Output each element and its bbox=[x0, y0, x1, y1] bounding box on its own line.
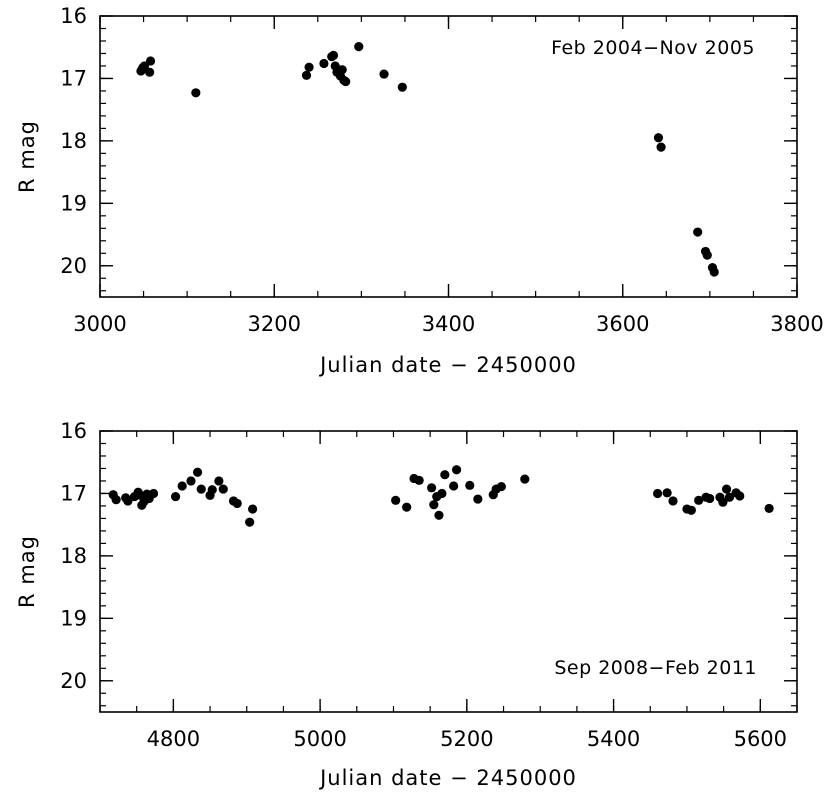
data-point bbox=[123, 496, 133, 506]
date-range-annotation: Feb 2004−Nov 2005 bbox=[551, 37, 755, 59]
data-point bbox=[668, 496, 678, 506]
data-point bbox=[341, 76, 351, 87]
data-point bbox=[427, 483, 437, 493]
data-point bbox=[414, 475, 424, 485]
data-point bbox=[145, 67, 155, 77]
x-tick-label: 3800 bbox=[770, 312, 823, 336]
data-point bbox=[379, 69, 389, 79]
x-tick-label: 5400 bbox=[587, 727, 640, 751]
y-tick-label: 19 bbox=[60, 191, 87, 215]
y-tick-label: 18 bbox=[60, 544, 87, 568]
x-axis-label: Julian date − 2450000 bbox=[318, 766, 577, 790]
data-point bbox=[248, 504, 258, 514]
y-tick-label: 17 bbox=[60, 481, 87, 505]
y-tick-label: 16 bbox=[60, 4, 87, 28]
data-point bbox=[192, 467, 203, 477]
data-point bbox=[735, 491, 745, 501]
data-point bbox=[186, 476, 196, 486]
data-point bbox=[724, 492, 735, 502]
data-point bbox=[354, 41, 364, 52]
data-point bbox=[304, 62, 314, 72]
data-point bbox=[319, 58, 329, 69]
x-tick-label: 3400 bbox=[422, 312, 475, 336]
y-tick-label: 20 bbox=[60, 669, 87, 693]
y-tick-label: 19 bbox=[60, 606, 87, 630]
bottom-panel: 4800 5000 5200 5400 5600 16 17 18 19 20 Sep 2008−… bbox=[15, 419, 798, 790]
data-point bbox=[245, 517, 255, 527]
data-point bbox=[111, 495, 121, 505]
data-point bbox=[653, 133, 664, 143]
plot-frame bbox=[99, 430, 798, 713]
data-point bbox=[145, 56, 156, 66]
data-point bbox=[451, 465, 462, 475]
y-axis-label: R mag bbox=[15, 535, 39, 608]
data-point bbox=[437, 488, 447, 499]
data-point bbox=[196, 484, 206, 494]
data-point bbox=[709, 267, 719, 277]
tick-labels: 3000 3200 3400 3600 3800 16 17 18 19 20 bbox=[60, 4, 823, 336]
data-point bbox=[207, 485, 217, 495]
y-tick-label: 18 bbox=[60, 129, 87, 153]
data-point bbox=[440, 470, 450, 480]
data-point bbox=[434, 510, 444, 520]
y-axis-label: R mag bbox=[15, 120, 39, 193]
x-tick-label: 3200 bbox=[248, 312, 301, 336]
y-tick-label: 17 bbox=[60, 66, 87, 90]
data-point bbox=[397, 82, 407, 92]
data-point bbox=[429, 500, 439, 510]
date-range-annotation: Sep 2008−Feb 2011 bbox=[554, 657, 757, 679]
data-point bbox=[449, 481, 459, 491]
major-ticks bbox=[99, 15, 798, 297]
data-point bbox=[702, 250, 712, 260]
x-tick-label: 5200 bbox=[440, 727, 493, 751]
data-point bbox=[139, 61, 150, 71]
major-ticks bbox=[100, 430, 797, 712]
data-points bbox=[136, 41, 719, 277]
x-tick-label: 3000 bbox=[73, 312, 126, 336]
data-point bbox=[337, 65, 347, 75]
data-point bbox=[764, 503, 774, 514]
y-tick-label: 20 bbox=[60, 254, 87, 278]
data-point bbox=[177, 481, 187, 491]
data-point bbox=[662, 488, 672, 498]
data-point bbox=[191, 88, 201, 98]
data-point bbox=[473, 494, 483, 504]
data-point bbox=[148, 488, 159, 499]
data-point bbox=[170, 491, 181, 502]
x-tick-label: 3600 bbox=[596, 312, 649, 336]
data-point bbox=[686, 505, 696, 515]
y-tick-label: 16 bbox=[60, 419, 87, 443]
x-tick-label: 5000 bbox=[293, 727, 346, 751]
data-point bbox=[218, 484, 228, 494]
top-panel: 3000 3200 3400 3600 3800 16 17 18 19 20 Feb 2004−… bbox=[15, 4, 824, 377]
data-point bbox=[694, 495, 704, 505]
data-point bbox=[693, 227, 703, 237]
x-tick-label: 5600 bbox=[734, 727, 787, 751]
x-tick-label: 4800 bbox=[147, 727, 200, 751]
data-point bbox=[301, 70, 312, 80]
data-point bbox=[465, 480, 475, 490]
data-point bbox=[496, 481, 506, 492]
data-point bbox=[232, 498, 242, 509]
data-point bbox=[656, 142, 666, 152]
data-point bbox=[402, 502, 412, 512]
data-point bbox=[214, 476, 224, 486]
data-point bbox=[721, 484, 732, 494]
data-point bbox=[328, 50, 339, 60]
x-axis-label: Julian date − 2450000 bbox=[318, 353, 577, 377]
data-points bbox=[108, 465, 774, 527]
data-point bbox=[718, 497, 728, 507]
tick-labels: 4800 5000 5200 5400 5600 16 17 18 19 20 bbox=[60, 419, 787, 751]
data-point bbox=[653, 488, 663, 499]
data-point bbox=[705, 493, 715, 504]
data-point bbox=[391, 495, 401, 505]
data-point bbox=[520, 474, 530, 484]
